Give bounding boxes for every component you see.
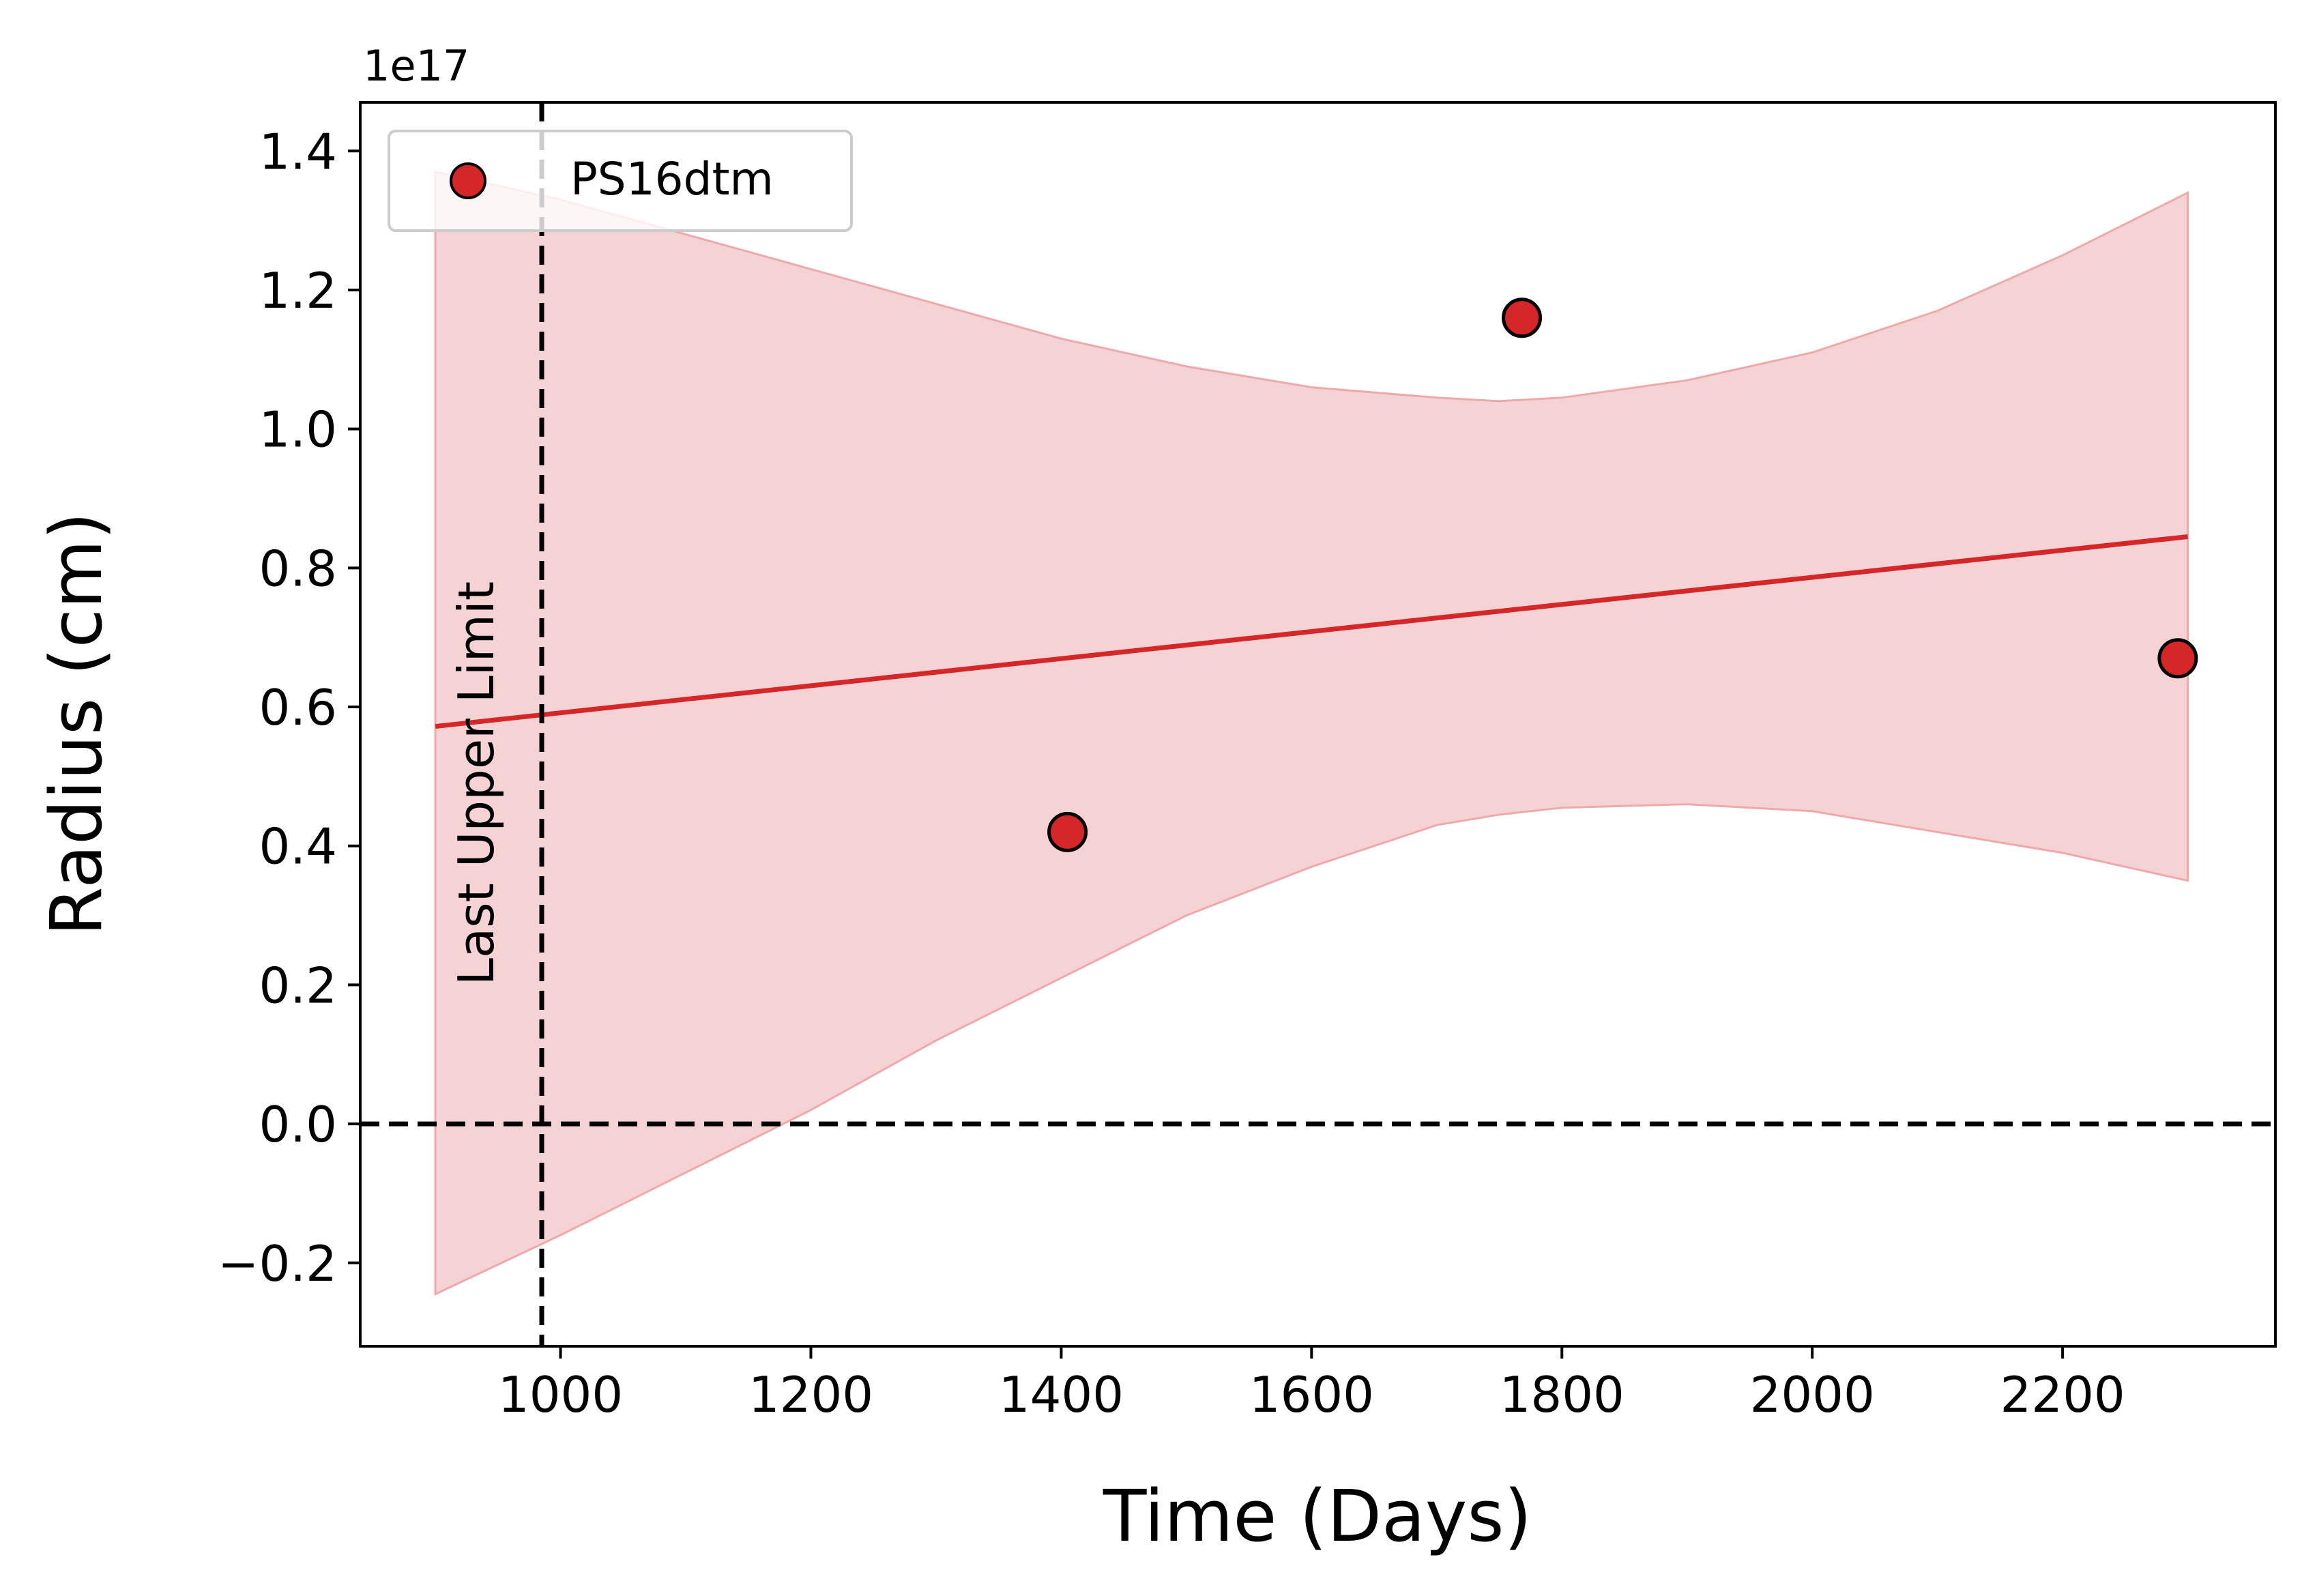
- data-point: [1047, 811, 1088, 852]
- x-tick-label: 2000: [1750, 1366, 1875, 1423]
- x-tick-label: 1000: [498, 1366, 623, 1423]
- annotation-last-upper-limit: Last Upper Limit: [448, 581, 505, 985]
- y-tick-label: 1.4: [259, 123, 337, 180]
- y-tick-label: −0.2: [218, 1235, 337, 1292]
- y-tick-label: 0.0: [259, 1096, 337, 1153]
- confidence-band: [434, 170, 2189, 1296]
- x-tick-label: 1400: [999, 1366, 1124, 1423]
- x-tick-label: 2200: [2000, 1366, 2125, 1423]
- y-tick-label: 1.2: [259, 262, 337, 319]
- legend-label: PS16dtm: [570, 153, 774, 205]
- legend: PS16dtm: [388, 130, 853, 232]
- y-tick-label: 0.4: [259, 818, 337, 875]
- axis-ticks: 1000 1200 1400 1600 1800 2000 2200 −0.2 0.0 0.2 0.…: [218, 123, 2125, 1423]
- y-tick-label: 0.8: [259, 540, 337, 597]
- legend-marker: [450, 162, 486, 199]
- plot-frame: [359, 101, 2277, 1348]
- x-tick-label: 1800: [1500, 1366, 1624, 1423]
- x-tick-label: 1200: [748, 1366, 873, 1423]
- fit-line: [435, 534, 2188, 729]
- y-axis-title: Radius (cm): [35, 512, 118, 935]
- y-tick-label: 1.0: [259, 401, 337, 459]
- legend-box: [388, 130, 853, 232]
- x-tick-label: 1600: [1249, 1366, 1374, 1423]
- x-axis-title: Time (Days): [1103, 1475, 1532, 1558]
- y-tick-label: 0.6: [259, 679, 337, 736]
- y-offset-label: 1e17: [363, 41, 469, 91]
- data-point: [1502, 298, 1543, 338]
- y-tick-label: 0.2: [259, 957, 337, 1014]
- data-point: [2157, 638, 2198, 679]
- plot-area: [360, 102, 2275, 1346]
